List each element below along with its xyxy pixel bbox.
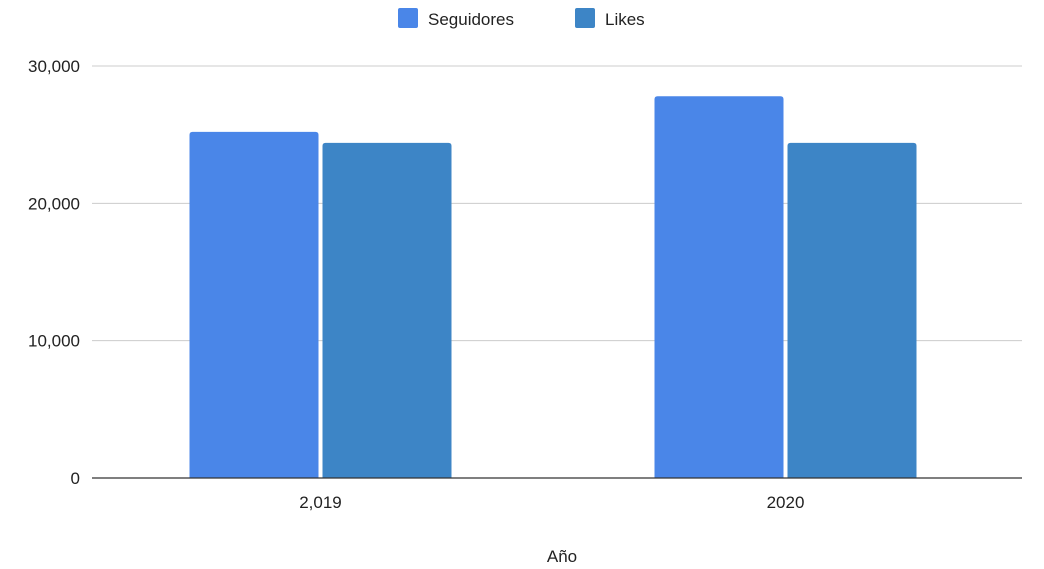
y-tick-label: 0 (71, 469, 80, 488)
legend-swatch (575, 8, 595, 28)
y-tick-label: 20,000 (28, 194, 80, 213)
x-axis-ticks: 2,019 2020 (299, 493, 804, 512)
y-tick-label: 30,000 (28, 57, 80, 76)
legend-label: Likes (605, 10, 645, 29)
bar-likes-0 (322, 142, 452, 478)
bar-seguidores-1 (654, 96, 784, 479)
bar-seguidores-0 (189, 131, 319, 479)
bars (189, 96, 917, 479)
x-axis-title: Año (547, 547, 577, 566)
bar-likes-1 (787, 142, 917, 478)
x-tick-label: 2,019 (299, 493, 342, 512)
legend-swatch (398, 8, 418, 28)
legend: Seguidores Likes (398, 8, 645, 29)
y-tick-label: 10,000 (28, 332, 80, 351)
legend-label: Seguidores (428, 10, 514, 29)
y-axis-ticks: 0 10,000 20,000 30,000 (28, 57, 80, 488)
x-tick-label: 2020 (767, 493, 805, 512)
